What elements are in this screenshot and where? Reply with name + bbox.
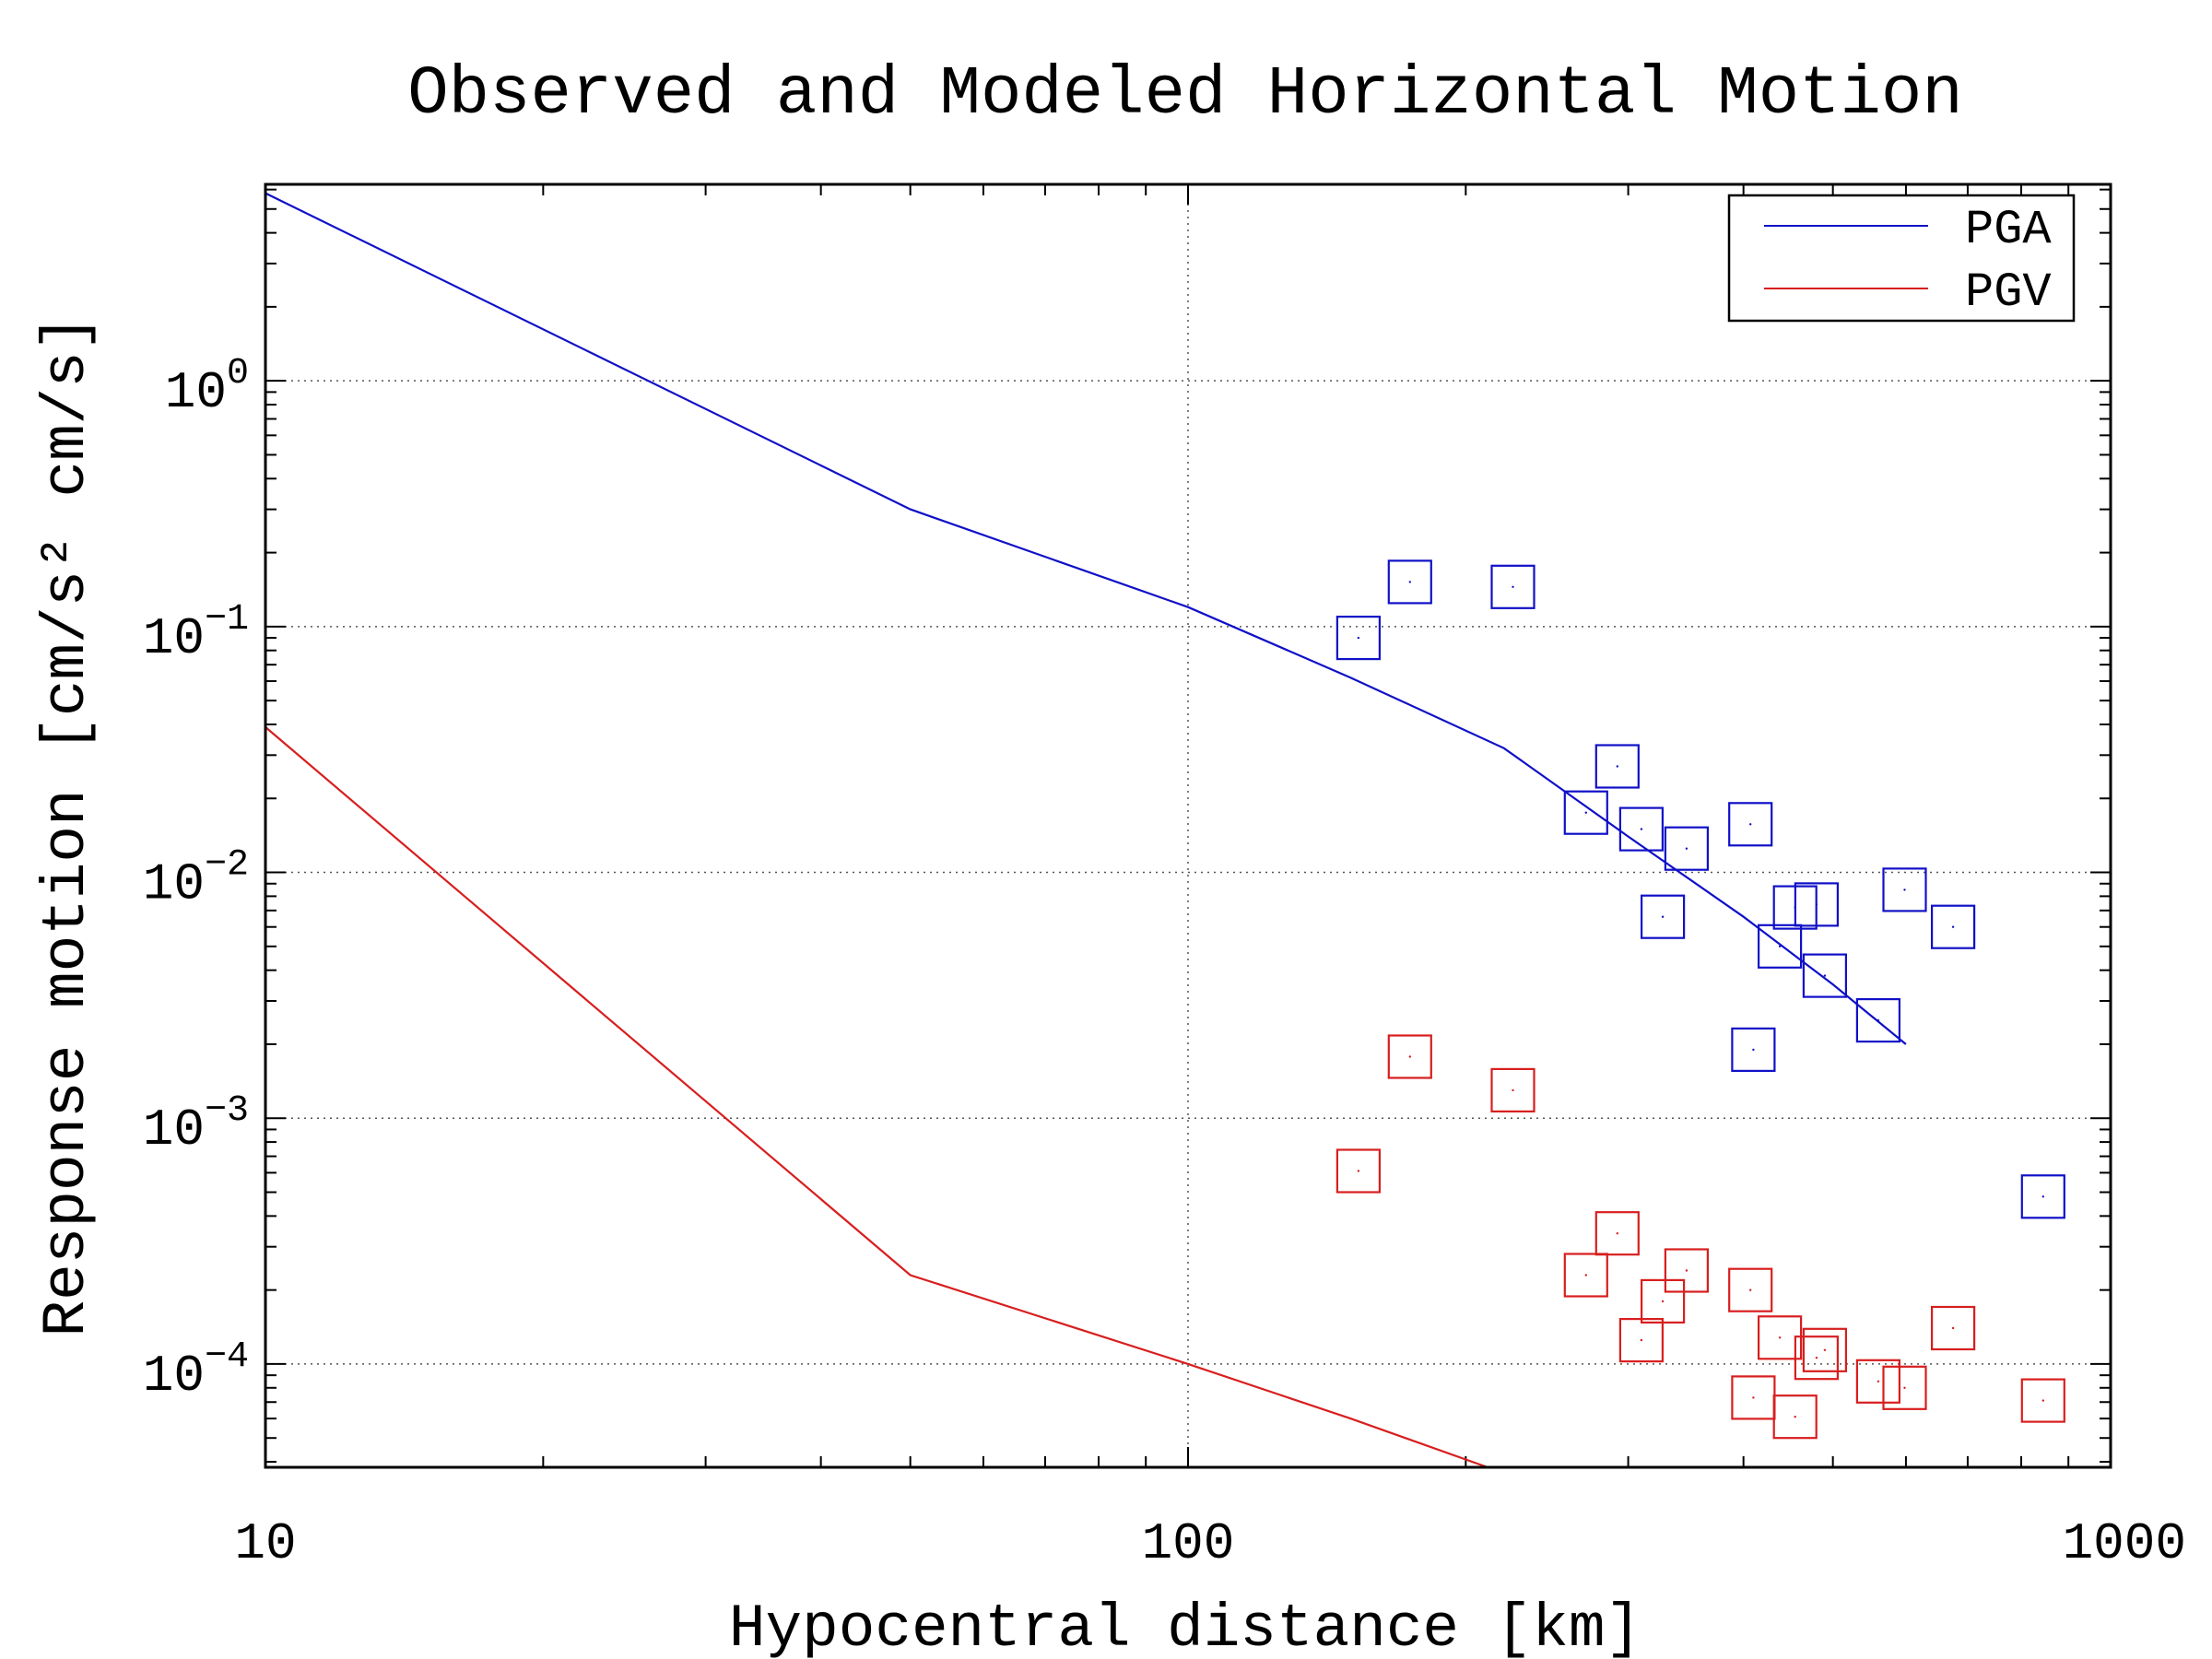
legend-label-pga: PGA xyxy=(1965,203,2052,257)
pga-marker-center xyxy=(1685,847,1688,850)
pgv-marker xyxy=(1664,1248,1710,1293)
x-tick-label: 1000 xyxy=(2063,1514,2186,1573)
pgv-marker-center xyxy=(1951,1326,1955,1330)
pga-marker xyxy=(1490,564,1535,609)
pgv-marker xyxy=(1802,1327,1848,1372)
series-line-pgv xyxy=(265,726,1488,1469)
pga-marker-center xyxy=(2041,1195,2044,1198)
y-tick-label: 10−3 xyxy=(143,1090,249,1159)
pgv-marker xyxy=(1855,1359,1901,1404)
pgv-marker-center xyxy=(1640,1338,1643,1342)
pgv-marker xyxy=(1594,1211,1640,1256)
pga-marker-center xyxy=(1815,903,1818,906)
pga-marker-center xyxy=(1661,915,1665,918)
pgv-marker-center xyxy=(1877,1380,1880,1383)
pgv-marker-center xyxy=(1584,1274,1588,1277)
pga-marker xyxy=(1640,894,1686,939)
pgv-marker-center xyxy=(1616,1232,1619,1235)
x-axis-label: Hypocentral distance [km] xyxy=(729,1594,1641,1659)
pga-marker-center xyxy=(1877,1018,1880,1022)
pgv-marker-center xyxy=(1408,1055,1412,1058)
pga-marker-center xyxy=(1640,828,1643,830)
y-tick-label: 10−2 xyxy=(143,845,249,914)
pga-marker xyxy=(1618,806,1665,852)
pgv-marker xyxy=(1882,1365,1927,1410)
x-tick-labels: 10 100 1000 xyxy=(234,1514,2186,1573)
pga-marker xyxy=(1802,953,1848,998)
markers xyxy=(1335,559,2065,1440)
y-tick-labels: 100 10−1 10−2 10−3 10−4 xyxy=(143,353,249,1406)
pga-marker xyxy=(1728,802,1773,847)
x-tick-label: 10 xyxy=(234,1514,296,1573)
pgv-marker-center xyxy=(1661,1300,1665,1303)
pgv-marker-center xyxy=(1794,1416,1796,1418)
pgv-marker xyxy=(1335,1148,1382,1194)
pga-marker-center xyxy=(1512,585,1514,588)
pga-marker xyxy=(2020,1174,2065,1219)
pga-marker-center xyxy=(1823,974,1827,977)
pga-marker-center xyxy=(1357,636,1360,640)
pga-marker-center xyxy=(1749,823,1752,826)
pga-marker xyxy=(1931,904,1976,949)
pga-marker-center xyxy=(1584,811,1588,814)
pgv-marker-center xyxy=(1512,1088,1514,1092)
pgv-marker-center xyxy=(1778,1336,1782,1339)
chart-title: Observed and Modeled Horizontal Motion xyxy=(407,56,1962,134)
legend-box xyxy=(1727,194,2076,323)
pga-marker xyxy=(1664,826,1710,871)
y-tick-label: 10−4 xyxy=(143,1336,249,1406)
pga-marker xyxy=(1757,924,1803,969)
pgv-marker-center xyxy=(1903,1386,1906,1390)
pgv-marker xyxy=(1490,1067,1535,1113)
pgv-marker xyxy=(1563,1253,1608,1298)
pga-marker xyxy=(1387,559,1432,605)
pgv-marker-center xyxy=(1357,1170,1360,1172)
pgv-marker xyxy=(1640,1278,1686,1324)
pgv-marker-center xyxy=(1685,1269,1688,1272)
pgv-marker-center xyxy=(1815,1357,1818,1359)
pga-marker-center xyxy=(1778,945,1782,948)
pga-marker xyxy=(1855,997,1901,1043)
pgv-marker xyxy=(1728,1267,1773,1312)
pgv-marker xyxy=(2020,1378,2065,1423)
legend: PGA PGV xyxy=(1727,194,2076,323)
pga-marker xyxy=(1594,744,1640,789)
legend-label-pgv: PGV xyxy=(1965,265,2052,320)
pga-marker xyxy=(1731,1027,1776,1073)
y-tick-label: 10−1 xyxy=(143,599,249,668)
pga-marker-center xyxy=(1903,888,1906,891)
pga-marker xyxy=(1882,867,1927,912)
pga-marker-center xyxy=(1752,1048,1755,1052)
plot-frame xyxy=(264,182,2112,1469)
pgv-marker xyxy=(1931,1305,1976,1351)
y-tick-label: 100 xyxy=(165,353,249,422)
pgv-marker-center xyxy=(1749,1288,1752,1291)
pgv-marker xyxy=(1757,1315,1803,1360)
pgv-marker-center xyxy=(1823,1348,1827,1352)
pga-marker xyxy=(1563,790,1608,835)
pga-marker-center xyxy=(1951,925,1955,928)
pgv-marker xyxy=(1794,1335,1840,1381)
pgv-marker-center xyxy=(2041,1399,2044,1402)
pga-marker xyxy=(1335,615,1382,661)
y-axis-label: Response motion [cm/s² cm/s] xyxy=(32,315,101,1337)
x-tick-label: 100 xyxy=(1142,1514,1235,1573)
pga-marker-center xyxy=(1616,765,1619,768)
pga-marker-center xyxy=(1408,581,1412,583)
pgv-marker xyxy=(1387,1034,1432,1079)
pga-marker xyxy=(1794,882,1840,927)
pgv-marker-center xyxy=(1752,1396,1755,1399)
pgv-marker xyxy=(1772,1394,1818,1440)
